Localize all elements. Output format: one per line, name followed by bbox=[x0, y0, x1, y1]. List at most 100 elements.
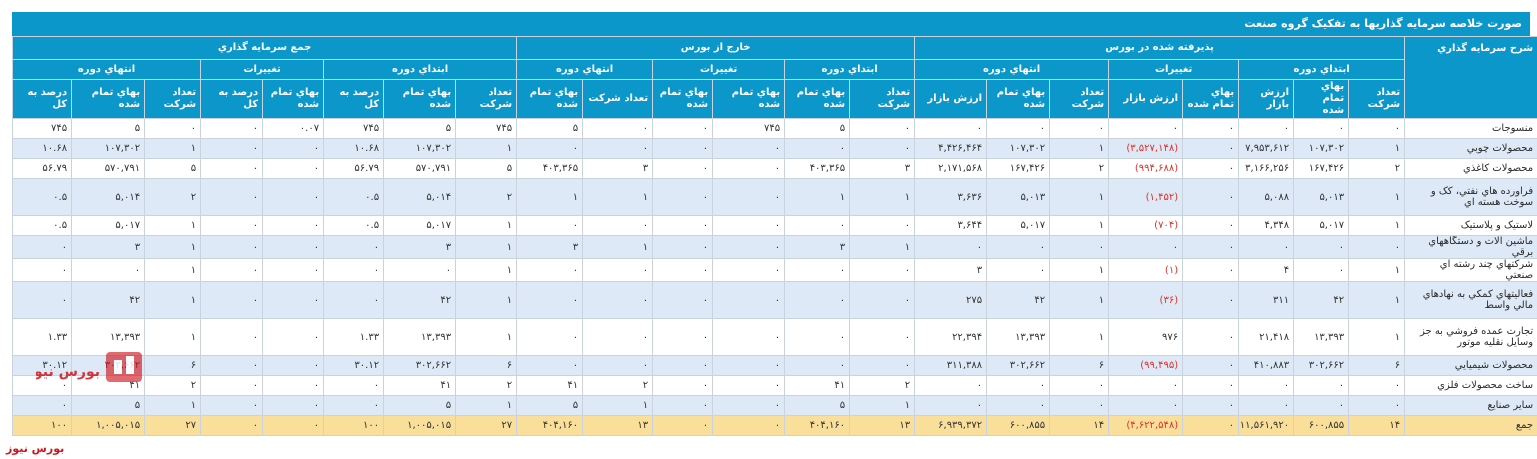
table-cell: ۰ bbox=[262, 235, 325, 259]
table-cell: ۱۰۰ bbox=[11, 415, 73, 436]
table-cell: ۵ bbox=[144, 158, 202, 179]
investments-table: شرح سرمايه گذاري پذيرفته شده در بورس خار… bbox=[11, 36, 1537, 436]
table-cell: ۰ bbox=[582, 281, 654, 319]
table-cell: ۱,۰۰۵,۰۱۵ bbox=[383, 415, 457, 436]
table-cell: ۱۳ bbox=[582, 415, 654, 436]
table-row: شرکتهاي چند رشته اي صنعتي ۱ ۰ ۴ ۰ (۱) ۱ ۰ ۳ ۰ ۰ ۰ ۰ ۰… bbox=[11, 258, 1537, 282]
table-cell: ۰ bbox=[652, 281, 714, 319]
table-cell: ۱ bbox=[144, 138, 202, 159]
table-cell: ۰ bbox=[712, 235, 786, 259]
row-label: محصولات شيميايي bbox=[1404, 355, 1537, 376]
table-cell: ۰ bbox=[262, 281, 325, 319]
table-cell: ۱ bbox=[784, 178, 851, 216]
table-cell: ۰ bbox=[712, 355, 786, 376]
table-cell: ۰ bbox=[986, 395, 1051, 416]
table-cell: ۰ bbox=[712, 178, 786, 216]
table-cell: ۰ bbox=[1182, 355, 1240, 376]
table-cell: ۰ bbox=[914, 118, 988, 139]
table-cell: ۴۱ bbox=[784, 375, 851, 396]
table-cell: ۰ bbox=[652, 415, 714, 436]
table-cell: ۱ bbox=[849, 395, 916, 416]
table-cell: ۰ bbox=[1108, 375, 1184, 396]
table-cell: ۶ bbox=[455, 355, 518, 376]
table-cell: ۰ bbox=[784, 281, 851, 319]
table-cell: ۲ bbox=[1348, 158, 1406, 179]
row-label: ساخت محصولات فلزي bbox=[1404, 375, 1537, 396]
col-cost: بهاي تمام شده bbox=[383, 79, 457, 119]
table-cell: ۰ bbox=[1182, 395, 1240, 416]
table-cell: ۱۰.۶۸ bbox=[11, 138, 73, 159]
table-cell: ۲ bbox=[455, 375, 518, 396]
table-cell: ۰ bbox=[1238, 235, 1295, 259]
table-cell: ۰ bbox=[652, 178, 714, 216]
table-cell: ۰ bbox=[262, 415, 325, 436]
table-cell: ۰ bbox=[323, 395, 385, 416]
table-cell: ۱ bbox=[516, 178, 584, 216]
table-cell: ۰ bbox=[652, 215, 714, 236]
row-label: فراورده هاي نفتي، کک و سوخت هسته اي bbox=[1404, 178, 1537, 216]
table-cell: ۴ bbox=[1238, 258, 1295, 282]
table-cell: ۴۰۴,۱۶۰ bbox=[784, 415, 851, 436]
table-cell: ۰ bbox=[712, 318, 786, 356]
table-cell: ۰ bbox=[1182, 375, 1240, 396]
table-row: لاستيک و پلاستيک ۱ ۵,۰۱۷ ۴,۳۴۸ ۰ (۷۰۴) ۱ ۵,۰۱۷ ۳… bbox=[11, 215, 1537, 236]
table-cell: ۱ bbox=[1049, 215, 1110, 236]
table-cell: (۳۶) bbox=[1108, 281, 1184, 319]
table-cell: ۵,۰۱۷ bbox=[1293, 215, 1350, 236]
row-label: جمع bbox=[1404, 415, 1537, 436]
col-market-change: ارزش بازار bbox=[1108, 79, 1184, 119]
table-cell: ۷۴۵ bbox=[455, 118, 518, 139]
table-cell: (۱) bbox=[1108, 258, 1184, 282]
col-cost: بهاي تمام شده bbox=[516, 79, 584, 119]
table-cell: ۳۰۲,۶۶۲ bbox=[1293, 355, 1350, 376]
table-cell: ۰.۵ bbox=[11, 215, 73, 236]
table-cell: ۰ bbox=[200, 215, 264, 236]
table-cell: ۲ bbox=[1049, 158, 1110, 179]
report-frame: صورت خلاصه سرمايه گذاريها به تفکيک گروه … bbox=[11, 12, 1537, 436]
table-cell: ۶ bbox=[144, 355, 202, 376]
table-cell: ۰ bbox=[1182, 178, 1240, 216]
table-cell: ۰ bbox=[652, 138, 714, 159]
table-cell: ۱ bbox=[455, 138, 518, 159]
header-total-change: تغييرات bbox=[200, 59, 325, 80]
table-cell: ۶۰۰,۸۵۵ bbox=[1293, 415, 1350, 436]
col-count: تعداد شرکت bbox=[455, 79, 518, 119]
table-cell: ۰ bbox=[262, 318, 325, 356]
table-cell: ۰ bbox=[712, 375, 786, 396]
col-cost: بهاي تمام شده bbox=[986, 79, 1051, 119]
table-cell: ۰ bbox=[914, 235, 988, 259]
table-cell: ۰ bbox=[652, 158, 714, 179]
table-cell: ۱ bbox=[455, 215, 518, 236]
table-cell: ۰ bbox=[784, 138, 851, 159]
table-cell: ۰ bbox=[1182, 158, 1240, 179]
table-cell: ۰ bbox=[1238, 375, 1295, 396]
table-cell: ۱ bbox=[144, 281, 202, 319]
table-cell: ۰ bbox=[1238, 395, 1295, 416]
table-cell: ۰ bbox=[200, 395, 264, 416]
header-description: شرح سرمايه گذاري bbox=[1404, 36, 1537, 119]
table-cell: ۰.۵ bbox=[323, 178, 385, 216]
table-cell: ۱ bbox=[1049, 178, 1110, 216]
table-cell: ۰ bbox=[323, 235, 385, 259]
table-cell: ۵,۰۸۸ bbox=[1238, 178, 1295, 216]
table-cell: ۵ bbox=[71, 395, 146, 416]
table-cell: ۱.۳۳ bbox=[323, 318, 385, 356]
table-cell: ۰ bbox=[516, 355, 584, 376]
table-cell: ۰ bbox=[323, 281, 385, 319]
table-cell: ۱ bbox=[582, 235, 654, 259]
table-cell: ۳,۱۶۶,۲۵۶ bbox=[1238, 158, 1295, 179]
col-cost: بهاي تمام شده bbox=[784, 79, 851, 119]
table-cell: ۱۳,۳۹۳ bbox=[383, 318, 457, 356]
table-cell: ۰ bbox=[144, 118, 202, 139]
table-cell: ۰ bbox=[200, 415, 264, 436]
table-cell: ۲۷۵ bbox=[914, 281, 988, 319]
table-cell: ۳ bbox=[914, 258, 988, 282]
table-cell: ۰ bbox=[200, 235, 264, 259]
table-cell: ۰ bbox=[200, 158, 264, 179]
table-cell: ۳۰۲,۶۶۲ bbox=[383, 355, 457, 376]
table-cell: ۵,۰۱۷ bbox=[71, 215, 146, 236]
table-cell: ۰ bbox=[1348, 395, 1406, 416]
table-cell: ۰ bbox=[200, 118, 264, 139]
row-label: فعاليتهاي کمکي به نهادهاي مالي واسط bbox=[1404, 281, 1537, 319]
table-cell: ۰ bbox=[200, 178, 264, 216]
